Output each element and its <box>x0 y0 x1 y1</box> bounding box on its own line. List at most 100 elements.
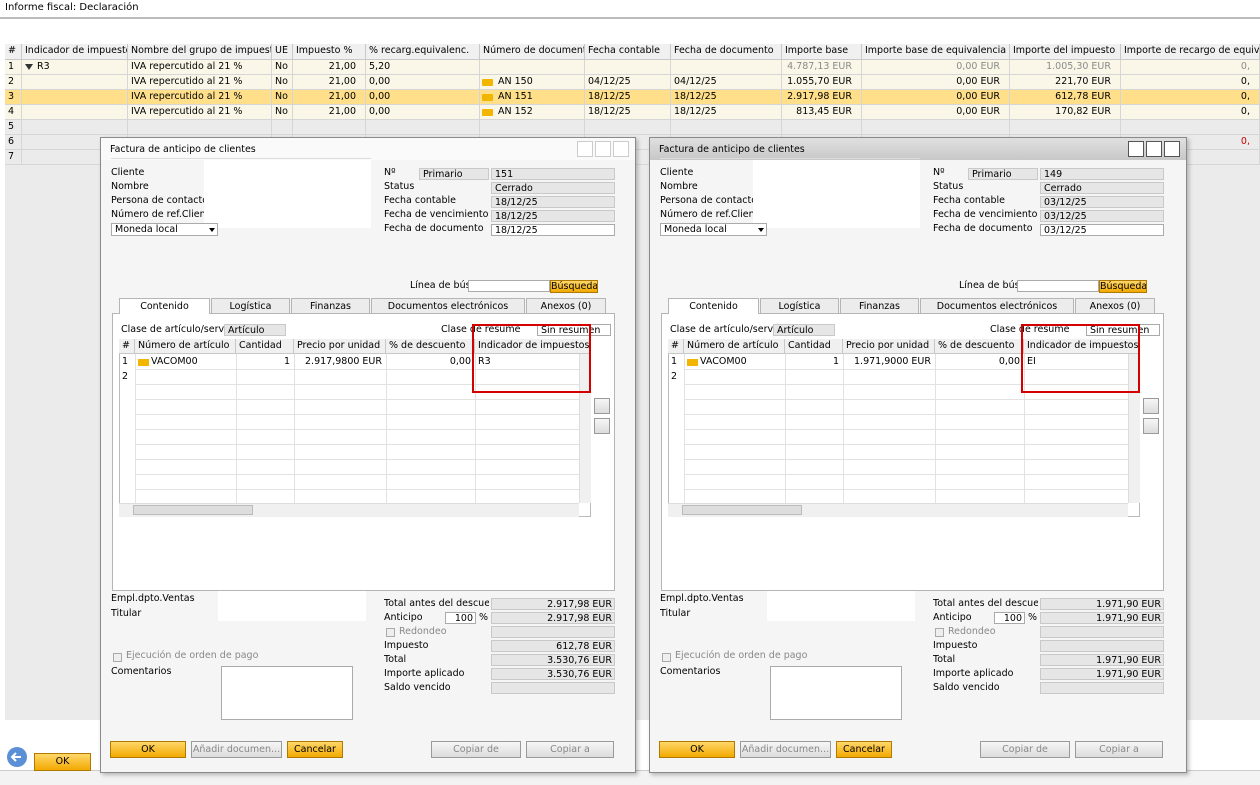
percent-input[interactable]: 100 <box>445 612 476 624</box>
move-up[interactable] <box>594 398 610 414</box>
table-cell <box>1121 120 1260 135</box>
field-label: Número de ref.Cliente <box>660 209 760 220</box>
expand-arrow[interactable] <box>25 64 33 70</box>
currency-dropdown[interactable]: Moneda local <box>660 223 767 236</box>
table-cell: No <box>272 75 293 90</box>
search-button[interactable]: Búsqueda <box>550 280 598 293</box>
button[interactable]: Cancelar <box>836 741 892 758</box>
field-label: Clase de artículo/servicio <box>670 324 775 335</box>
table-cell: 3 <box>5 90 22 105</box>
cell-text: 1 <box>8 61 15 72</box>
search-input[interactable] <box>1017 280 1099 292</box>
window-control[interactable] <box>1146 141 1162 157</box>
cell-text: 4.787,13 EUR <box>787 61 852 72</box>
table-cell: 21,00 <box>293 75 366 90</box>
link-arrow[interactable] <box>138 359 149 366</box>
move-down[interactable] <box>1143 418 1159 434</box>
move-up[interactable] <box>1143 398 1159 414</box>
window-control[interactable] <box>613 141 629 157</box>
table-cell <box>480 60 585 75</box>
ok-button[interactable]: OK <box>34 753 91 771</box>
tab[interactable]: Contenido <box>119 298 210 314</box>
tab[interactable]: Documentos electrónicos <box>920 298 1074 313</box>
cell-text: 0,00 EUR <box>956 61 1000 72</box>
series-value: Primario <box>419 168 489 180</box>
table-cell: 0, <box>1121 105 1260 120</box>
percent-input[interactable]: 100 <box>994 612 1025 624</box>
scroll-thumb[interactable] <box>682 505 802 515</box>
scroll-thumb[interactable] <box>133 505 253 515</box>
table-cell <box>782 120 862 135</box>
item-type: Artículo <box>224 324 286 336</box>
table-cell: No <box>272 60 293 75</box>
tab[interactable]: Contenido <box>668 298 759 314</box>
table-cell: 2.917,98 EUR <box>782 90 862 105</box>
button[interactable]: Copiar de <box>431 741 521 758</box>
tab[interactable]: Documentos electrónicos <box>371 298 525 313</box>
currency-dropdown[interactable]: Moneda local <box>111 223 218 236</box>
grid-row-line <box>684 459 1128 460</box>
table-cell <box>671 60 782 75</box>
field-label: Comentarios <box>111 666 172 677</box>
tab[interactable]: Logística <box>760 298 839 313</box>
grid-row-line <box>135 429 579 430</box>
move-down[interactable] <box>594 418 610 434</box>
button[interactable]: OK <box>659 741 735 758</box>
field-label: Status <box>933 181 964 192</box>
link-arrow[interactable] <box>482 109 493 116</box>
checkbox[interactable] <box>935 628 944 637</box>
grid-header: Número de artículo <box>684 339 785 354</box>
back-icon[interactable] <box>6 746 28 768</box>
window-control[interactable] <box>1128 141 1144 157</box>
button[interactable]: Copiar a <box>1075 741 1163 758</box>
tab[interactable]: Anexos (0) <box>1075 298 1155 313</box>
button[interactable]: OK <box>110 741 186 758</box>
tab[interactable]: Logística <box>211 298 290 313</box>
window-control[interactable] <box>1164 141 1180 157</box>
grid-cell: 0,00 <box>449 356 471 367</box>
search-button[interactable]: Búsqueda <box>1099 280 1147 293</box>
tab[interactable]: Finanzas <box>840 298 919 313</box>
button[interactable]: Copiar de <box>980 741 1070 758</box>
cell-text: 221,70 EUR <box>1055 76 1111 87</box>
grid-row-line <box>135 369 579 370</box>
window-control[interactable] <box>595 141 611 157</box>
button[interactable]: Cancelar <box>287 741 343 758</box>
grid-row-line <box>684 384 1128 385</box>
button[interactable]: Añadir documen... <box>191 741 282 758</box>
link-arrow[interactable] <box>687 359 698 366</box>
grid-cell: VACOM00 <box>151 356 198 367</box>
total-label: Redondeo <box>399 626 447 637</box>
checkbox[interactable] <box>113 653 122 662</box>
tab[interactable]: Finanzas <box>291 298 370 313</box>
search-input[interactable] <box>468 280 550 292</box>
tab[interactable]: Anexos (0) <box>526 298 606 313</box>
cell-text: 2.917,98 EUR <box>787 91 852 102</box>
grid-cell: 1 <box>832 356 839 367</box>
link-arrow[interactable] <box>482 79 493 86</box>
dropdown-arrow[interactable] <box>758 228 764 232</box>
checkbox[interactable] <box>662 653 671 662</box>
highlight-box <box>472 324 591 393</box>
table-cell: 04/12/25 <box>671 75 782 90</box>
grid-row-line <box>135 459 579 460</box>
cell-text: 0, <box>1240 136 1250 147</box>
remarks-box[interactable] <box>221 666 353 720</box>
grid-cell: 2 <box>671 371 678 382</box>
employee-value-area <box>767 591 915 621</box>
button[interactable]: Añadir documen... <box>740 741 831 758</box>
link-arrow[interactable] <box>482 94 493 101</box>
table-cell <box>480 120 585 135</box>
remarks-box[interactable] <box>770 666 902 720</box>
cell-text: No <box>275 61 288 72</box>
field-label: Empl.dpto.Ventas <box>660 593 744 604</box>
field-label: Persona de contacto <box>111 195 209 206</box>
table-cell: 0,00 EUR <box>862 75 1010 90</box>
button[interactable]: Copiar a <box>526 741 614 758</box>
field-label: Fecha de vencimiento <box>384 209 489 220</box>
window-control[interactable] <box>577 141 593 157</box>
table-cell <box>671 120 782 135</box>
dropdown-arrow[interactable] <box>209 228 215 232</box>
checkbox[interactable] <box>386 628 395 637</box>
cell-text: 813,45 EUR <box>796 106 852 117</box>
